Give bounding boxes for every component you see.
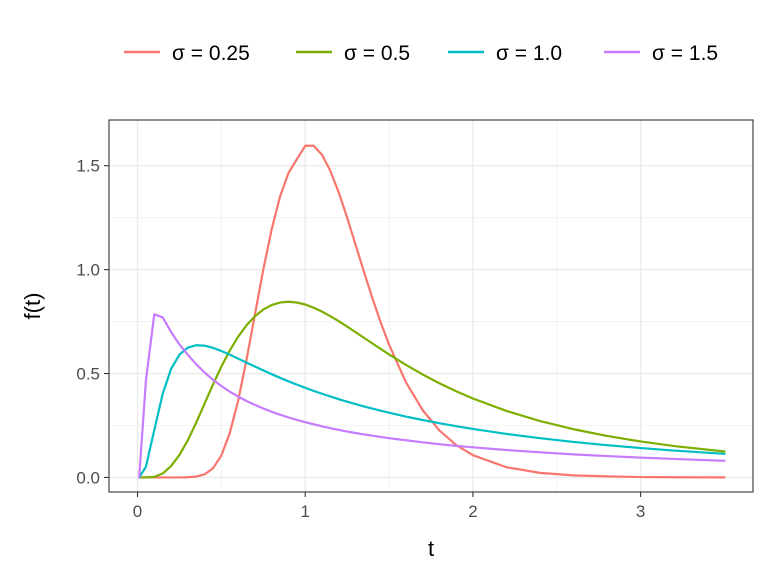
series-line-2	[138, 300, 726, 479]
x-tick-label: 3	[636, 502, 645, 521]
y-tick-label: 0.5	[76, 365, 100, 384]
series-line-4	[138, 313, 726, 479]
x-axis-title: t	[428, 536, 434, 561]
x-tick-label: 0	[133, 502, 142, 521]
series-line-3	[138, 344, 726, 479]
legend-label-2: σ = 0.5	[344, 42, 410, 65]
legend-label-1: σ = 0.25	[172, 42, 250, 65]
x-tick-label: 1	[300, 502, 309, 521]
legend: σ = 0.25 σ = 0.5 σ = 1.0 σ = 1.5	[124, 42, 718, 65]
y-tick-label: 1.5	[76, 157, 100, 176]
series-lines	[138, 144, 726, 479]
legend-label-4: σ = 1.5	[652, 42, 718, 65]
x-tick-label: 2	[468, 502, 477, 521]
plot-panel	[109, 120, 753, 492]
axes: 0 1 2 3 0.0 0.5 1.0 1.5	[76, 157, 645, 521]
y-tick-label: 0.0	[76, 468, 100, 487]
legend-label-3: σ = 1.0	[496, 42, 562, 65]
plot-border	[108, 119, 754, 493]
series-line-1	[138, 144, 726, 479]
y-tick-label: 1.0	[76, 261, 100, 280]
y-axis-title: f(t)	[20, 293, 45, 320]
